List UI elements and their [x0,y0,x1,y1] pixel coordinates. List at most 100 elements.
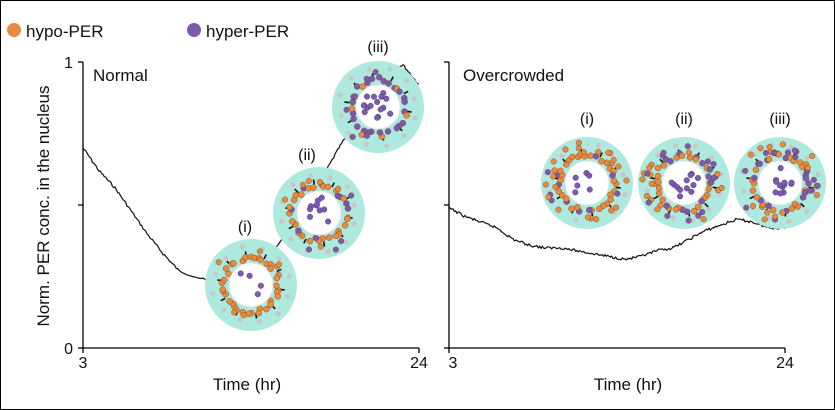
import-arrow [322,241,326,247]
nuclear-per-particle [387,110,394,117]
cytoplasm-dot [803,208,810,215]
nuclear-per-particle [776,182,783,189]
nuclear-per-particle [572,174,579,181]
cytoplasmic-per-particle [814,182,821,189]
perinuclear-per-particle [698,197,705,205]
cytoplasmic-per-particle [718,184,725,191]
cytoplasmic-per-particle [305,246,312,253]
cytoplasm-dot [559,153,565,159]
cytoplasmic-per-particle [643,193,650,200]
cytoplasmic-per-particle [593,216,600,223]
perinuclear-per-particle [598,157,605,165]
left-x-tick-label-start: 3 [79,355,88,372]
perinuclear-per-particle [659,196,666,204]
perinuclear-per-particle [348,105,355,112]
import-arrow [344,101,350,104]
import-arrow [294,188,299,194]
normal-cell-i [205,239,297,331]
perinuclear-per-particle [607,196,614,203]
cytoplasm-dot [672,143,679,149]
import-arrow [263,254,267,260]
cytoplasmic-per-particle [550,173,557,180]
perinuclear-per-particle [222,265,230,272]
nuclear-per-particle [668,179,675,186]
cytoplasmic-per-particle [710,174,717,181]
overcrowded-cell-ii [638,137,730,229]
perinuclear-per-particle [344,205,352,212]
cytoplasm-dot [223,255,229,261]
perinuclear-per-particle [596,205,603,212]
nuclear-per-particle [683,177,690,184]
y-axis-label: Norm. PER conc. in the nucleus [34,86,53,327]
perinuclear-per-particle [692,156,700,163]
right-stage-label-ii: (ii) [675,111,693,128]
perinuclear-per-particle [385,80,392,87]
nuclear-per-particle [586,172,593,179]
cytoplasmic-per-particle [710,161,717,168]
nuclear-per-particle [773,178,780,185]
perinuclear-per-particle [354,123,361,130]
cytoplasm-dot [404,77,410,83]
cell-illustrations [205,61,826,331]
cytoplasmic-per-particle [804,164,811,171]
legend-hypo-label: hypo-PER [26,22,103,41]
cytoplasm-dot [655,152,661,158]
perinuclear-per-particle [555,188,562,195]
perinuclear-per-particle [230,260,237,267]
cytoplasmic-per-particle [581,149,588,156]
cytoplasmic-per-particle [749,202,756,209]
cytoplasmic-per-particle [575,139,582,146]
perinuclear-per-particle [609,172,616,179]
cytoplasm-dot [327,175,333,181]
cytoplasmic-per-particle [714,171,721,178]
nuclear-per-particle [772,189,779,196]
perinuclear-per-particle [403,112,410,119]
perinuclear-per-particle [690,207,698,215]
legend-hypo-dot [7,23,21,37]
y-tick-label-1: 1 [64,55,73,72]
cytoplasmic-per-particle [349,133,356,140]
import-arrow [659,158,664,164]
perinuclear-per-particle [562,195,570,202]
nuclear-per-particle [690,182,697,189]
nuclear-per-particle [367,102,374,109]
perinuclear-per-particle [306,237,314,245]
right-x-axis-label: Time (hr) [594,375,662,394]
nuclear-per-particle [374,114,381,121]
perinuclear-per-particle [267,265,274,272]
perinuclear-per-particle [353,83,361,90]
nuclear-per-particle [574,182,581,189]
perinuclear-per-particle [310,184,317,191]
perinuclear-per-particle [705,185,712,193]
import-arrow [599,152,603,158]
cytoplasmic-per-particle [645,199,652,206]
right-stage-label-iii: (iii) [769,111,790,128]
perinuclear-per-particle [655,184,663,192]
perinuclear-per-particle [396,88,403,95]
nuclear-per-particle [316,207,323,214]
nuclear-per-particle [687,171,694,178]
cytoplasmic-per-particle [791,147,798,154]
perinuclear-per-particle [384,128,392,135]
cytoplasmic-per-particle [646,164,653,171]
cytoplasmic-per-particle [742,167,749,174]
cytoplasmic-per-particle [654,206,661,213]
perinuclear-per-particle [312,234,320,242]
cytoplasmic-per-particle [316,178,323,185]
cytoplasm-dot [256,318,262,324]
right-panel-title: Overcrowded [463,66,564,85]
cytoplasmic-per-particle [685,217,692,224]
cytoplasm-dot [766,215,772,221]
cytoplasm-dot [387,66,393,72]
import-arrow [331,182,335,188]
cytoplasm-dot [401,132,407,138]
nuclear-per-particle [572,189,579,196]
perinuclear-per-particle [769,206,777,214]
cytoplasm-dot [705,206,712,213]
normal-cell-iii [332,61,424,153]
right-panel-axes: 3 24 Time (hr) Overcrowded [444,61,794,394]
cytoplasmic-per-particle [317,243,324,250]
import-arrow [390,76,394,82]
nuclear-per-particle [688,188,695,195]
